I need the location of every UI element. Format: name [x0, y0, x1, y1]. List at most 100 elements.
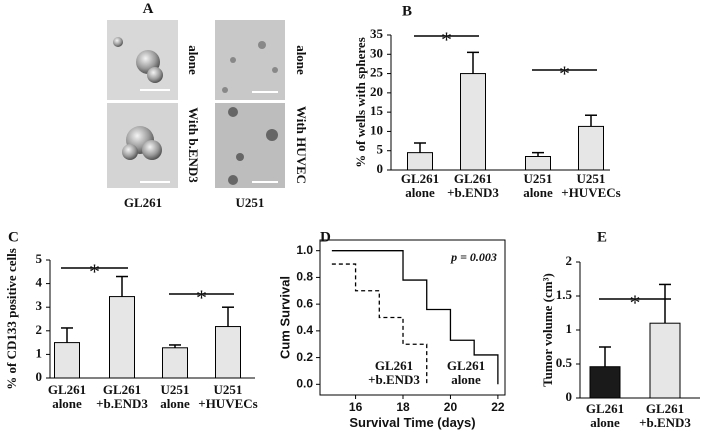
y-tick-label: 10: [370, 122, 383, 137]
label-line: +HUVECs: [561, 185, 620, 200]
label: GL261 alone: [48, 382, 86, 411]
label: U251 alone: [523, 171, 553, 200]
label-line: GL261: [447, 358, 485, 373]
bar: [109, 296, 135, 379]
row-label: alone: [186, 45, 201, 75]
y-tick-label: 2: [566, 253, 573, 268]
label-line: alone: [523, 185, 553, 200]
bar: [162, 347, 188, 379]
y-tick-label: 0: [377, 161, 384, 176]
row-label: alone: [294, 45, 309, 75]
y-tick-label: 0: [36, 369, 43, 384]
label-line: GL261: [454, 171, 492, 186]
label: GL261 +b.END3: [447, 171, 499, 200]
label: GL261 alone: [447, 358, 485, 387]
label: GL261 +b.END3: [639, 401, 691, 430]
label-line: GL261: [646, 401, 684, 416]
significance-label: *: [441, 27, 452, 52]
label-line: GL261: [103, 382, 141, 397]
label-line: alone: [160, 396, 190, 411]
label-line: U251: [161, 382, 190, 397]
y-tick-label: 4: [36, 275, 43, 290]
bar: [525, 156, 551, 171]
label-line: GL261: [48, 382, 86, 397]
significance-label: *: [630, 290, 641, 315]
x-tick-label: 20: [444, 400, 458, 414]
y-tick-label: 5: [36, 251, 43, 266]
y-tick-label: 2: [36, 322, 43, 337]
image: [215, 20, 285, 100]
y-tick-label: 15: [370, 103, 384, 118]
y-tick-label: 0.2: [296, 350, 313, 364]
y-tick-label: 0.6: [296, 296, 313, 310]
label: GL261 alone: [401, 171, 439, 200]
y-axis-label: Cum Survival: [277, 276, 292, 359]
y-tick-label: 5: [377, 142, 384, 157]
y-tick-label: 35: [370, 26, 384, 41]
significance-label: *: [559, 61, 570, 86]
label: U251 +HUVECs: [198, 382, 257, 411]
annotation: p = 0.003: [450, 250, 497, 264]
y-tick-label: 0.8: [296, 270, 313, 284]
x-axis-label: Survival Time (days): [349, 415, 475, 430]
y-axis-label: Tumor volume (cm³): [540, 273, 555, 387]
label-line: alone: [52, 396, 82, 411]
label-line: GL261: [375, 358, 413, 373]
significance-label: *: [89, 259, 100, 284]
image: [215, 103, 285, 188]
label-line: +b.END3: [639, 415, 691, 430]
y-tick-label: 20: [370, 84, 383, 99]
panel-label: E: [597, 229, 607, 245]
label-line: U251: [524, 171, 553, 186]
y-tick-label: 1.0: [296, 243, 313, 257]
y-tick-label: 1: [36, 345, 43, 360]
survival-line: [331, 263, 428, 385]
label-line: alone: [590, 415, 620, 430]
label-line: GL261: [586, 401, 624, 416]
bar: [578, 125, 604, 171]
bar: [589, 366, 621, 399]
label: GL261 +b.END3: [368, 358, 420, 387]
y-tick-label: 0.0: [296, 376, 313, 390]
x-tick-label: 16: [349, 400, 363, 414]
label: GL261 +b.END3: [96, 382, 148, 411]
survival-line: [331, 250, 499, 385]
label-line: alone: [405, 185, 435, 200]
y-tick-label: 0.4: [296, 323, 313, 337]
panel-label: D: [320, 229, 331, 245]
y-axis-label: % of wells with spheres: [353, 37, 368, 167]
y-tick-label: 0.5: [556, 355, 573, 370]
column-label: U251: [236, 195, 265, 210]
label: U251 +HUVECs: [561, 171, 620, 200]
label-line: +HUVECs: [198, 396, 257, 411]
y-tick-label: 1: [566, 321, 573, 336]
bar: [460, 73, 486, 171]
label-line: U251: [577, 171, 606, 186]
bar: [407, 152, 433, 171]
bar: [54, 342, 80, 379]
row-label: With b.END3: [186, 107, 201, 183]
panel-label: C: [8, 229, 19, 245]
x-tick-label: 18: [396, 400, 410, 414]
y-tick-label: 0: [566, 389, 573, 404]
label-line: GL261: [401, 171, 439, 186]
label-line: +b.END3: [368, 372, 420, 387]
label: U251 alone: [160, 382, 190, 411]
label: GL261 alone: [586, 401, 624, 430]
label-line: +b.END3: [447, 185, 499, 200]
row-label: With HUVEC: [294, 106, 309, 184]
x-tick-label: 22: [491, 400, 505, 414]
y-tick-label: 3: [36, 298, 43, 313]
column-label: GL261: [124, 195, 162, 210]
plot-frame: [319, 239, 506, 396]
label-line: U251: [214, 382, 243, 397]
y-tick-label: 1.5: [556, 287, 573, 302]
panel-label: A: [143, 1, 154, 17]
bar: [649, 322, 681, 399]
bar: [215, 326, 241, 379]
significance-label: *: [196, 285, 207, 310]
label-line: +b.END3: [96, 396, 148, 411]
y-tick-label: 25: [370, 65, 384, 80]
label-line: alone: [451, 372, 481, 387]
